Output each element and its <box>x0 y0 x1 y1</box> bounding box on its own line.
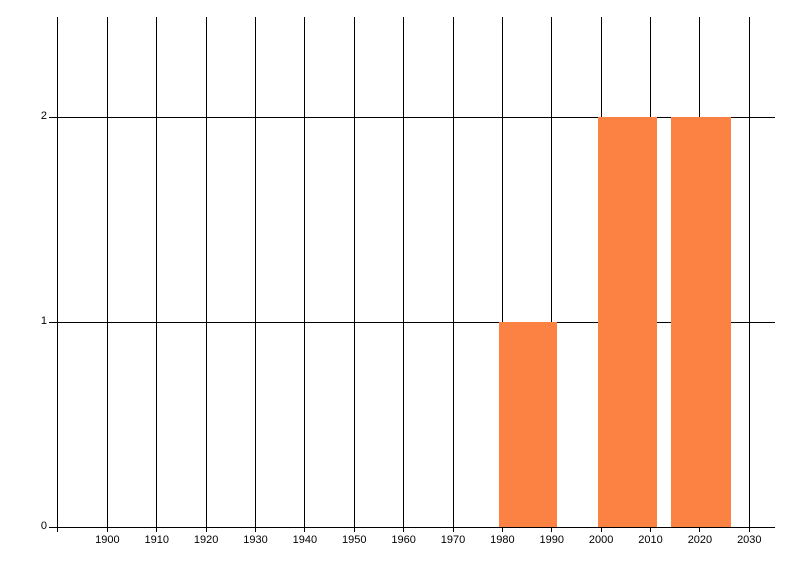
y-tick-label: 1 <box>40 315 47 328</box>
x-tick-label: 2010 <box>638 534 663 546</box>
x-gridline <box>304 17 306 532</box>
y-gridline <box>49 116 775 118</box>
x-gridline <box>156 17 158 532</box>
y-tick-label: 2 <box>40 110 47 123</box>
y-tick-label: 0 <box>40 520 47 532</box>
x-tick-label: 1970 <box>440 534 466 546</box>
x-tick-label: 2000 <box>588 534 614 546</box>
x-tick-label: 1920 <box>193 534 219 546</box>
y-gridline <box>49 321 775 323</box>
x-gridline <box>255 17 256 532</box>
x-gridline <box>748 17 750 532</box>
x-tick-label: 1940 <box>292 534 318 546</box>
x-gridline <box>551 17 553 532</box>
x-tick-label: 2020 <box>687 534 713 546</box>
x-tick-label: 1910 <box>144 534 169 546</box>
x-tick-label: 1900 <box>95 534 120 546</box>
x-gridline <box>403 17 405 532</box>
x-gridline <box>106 17 108 532</box>
bar <box>597 117 657 527</box>
y-axis-line <box>56 17 58 532</box>
x-tick-label: 1930 <box>243 534 268 546</box>
x-gridline <box>205 17 207 532</box>
x-gridline <box>452 17 454 532</box>
x-tick-label: 1990 <box>539 534 565 546</box>
x-tick-label: 1980 <box>490 534 515 546</box>
x-axis-line <box>49 526 775 528</box>
x-gridline <box>353 17 355 532</box>
x-gridline <box>501 17 503 532</box>
x-tick-label: 1960 <box>391 534 416 546</box>
x-tick-label: 1950 <box>342 534 367 546</box>
bar <box>671 117 731 527</box>
x-tick-label: 2030 <box>737 534 762 546</box>
bar <box>498 322 557 527</box>
